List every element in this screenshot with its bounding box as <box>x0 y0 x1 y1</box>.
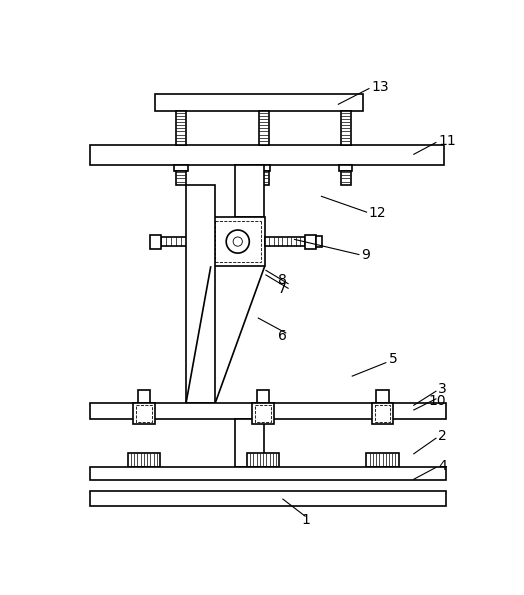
FancyBboxPatch shape <box>174 165 188 171</box>
FancyBboxPatch shape <box>133 402 155 424</box>
Text: 11: 11 <box>438 134 456 148</box>
Text: 9: 9 <box>361 249 370 262</box>
Text: 8: 8 <box>278 273 287 287</box>
FancyBboxPatch shape <box>305 234 315 249</box>
Text: 13: 13 <box>372 80 389 94</box>
FancyBboxPatch shape <box>176 171 186 184</box>
FancyBboxPatch shape <box>136 405 151 422</box>
FancyBboxPatch shape <box>256 405 271 422</box>
Text: 2: 2 <box>438 430 446 443</box>
FancyBboxPatch shape <box>258 171 268 184</box>
FancyBboxPatch shape <box>176 111 186 145</box>
FancyBboxPatch shape <box>155 95 363 111</box>
Text: 10: 10 <box>429 394 446 408</box>
FancyBboxPatch shape <box>247 453 279 467</box>
FancyBboxPatch shape <box>376 467 389 478</box>
FancyBboxPatch shape <box>235 165 264 217</box>
FancyBboxPatch shape <box>90 402 445 419</box>
FancyBboxPatch shape <box>161 237 211 246</box>
FancyBboxPatch shape <box>366 453 399 467</box>
Text: 7: 7 <box>278 282 287 296</box>
FancyBboxPatch shape <box>90 491 445 506</box>
Text: 6: 6 <box>278 329 287 343</box>
FancyBboxPatch shape <box>128 453 160 467</box>
FancyBboxPatch shape <box>235 419 264 467</box>
Text: 12: 12 <box>369 206 386 220</box>
FancyBboxPatch shape <box>138 390 150 402</box>
Text: 3: 3 <box>438 381 446 396</box>
FancyBboxPatch shape <box>211 217 265 266</box>
FancyBboxPatch shape <box>186 184 215 402</box>
Text: 5: 5 <box>389 352 397 367</box>
FancyBboxPatch shape <box>339 165 353 171</box>
FancyBboxPatch shape <box>253 402 274 424</box>
FancyBboxPatch shape <box>341 111 351 145</box>
FancyBboxPatch shape <box>372 402 394 424</box>
FancyBboxPatch shape <box>257 467 269 478</box>
FancyBboxPatch shape <box>90 467 445 480</box>
FancyBboxPatch shape <box>265 237 305 246</box>
FancyBboxPatch shape <box>375 405 390 422</box>
FancyBboxPatch shape <box>90 145 444 165</box>
FancyBboxPatch shape <box>341 171 351 184</box>
FancyBboxPatch shape <box>150 234 161 249</box>
FancyBboxPatch shape <box>315 236 322 247</box>
Text: 1: 1 <box>302 512 311 527</box>
FancyBboxPatch shape <box>138 467 150 478</box>
FancyBboxPatch shape <box>257 390 269 402</box>
FancyBboxPatch shape <box>258 111 268 145</box>
FancyBboxPatch shape <box>256 165 270 171</box>
Text: 4: 4 <box>438 459 446 472</box>
FancyBboxPatch shape <box>376 390 389 402</box>
